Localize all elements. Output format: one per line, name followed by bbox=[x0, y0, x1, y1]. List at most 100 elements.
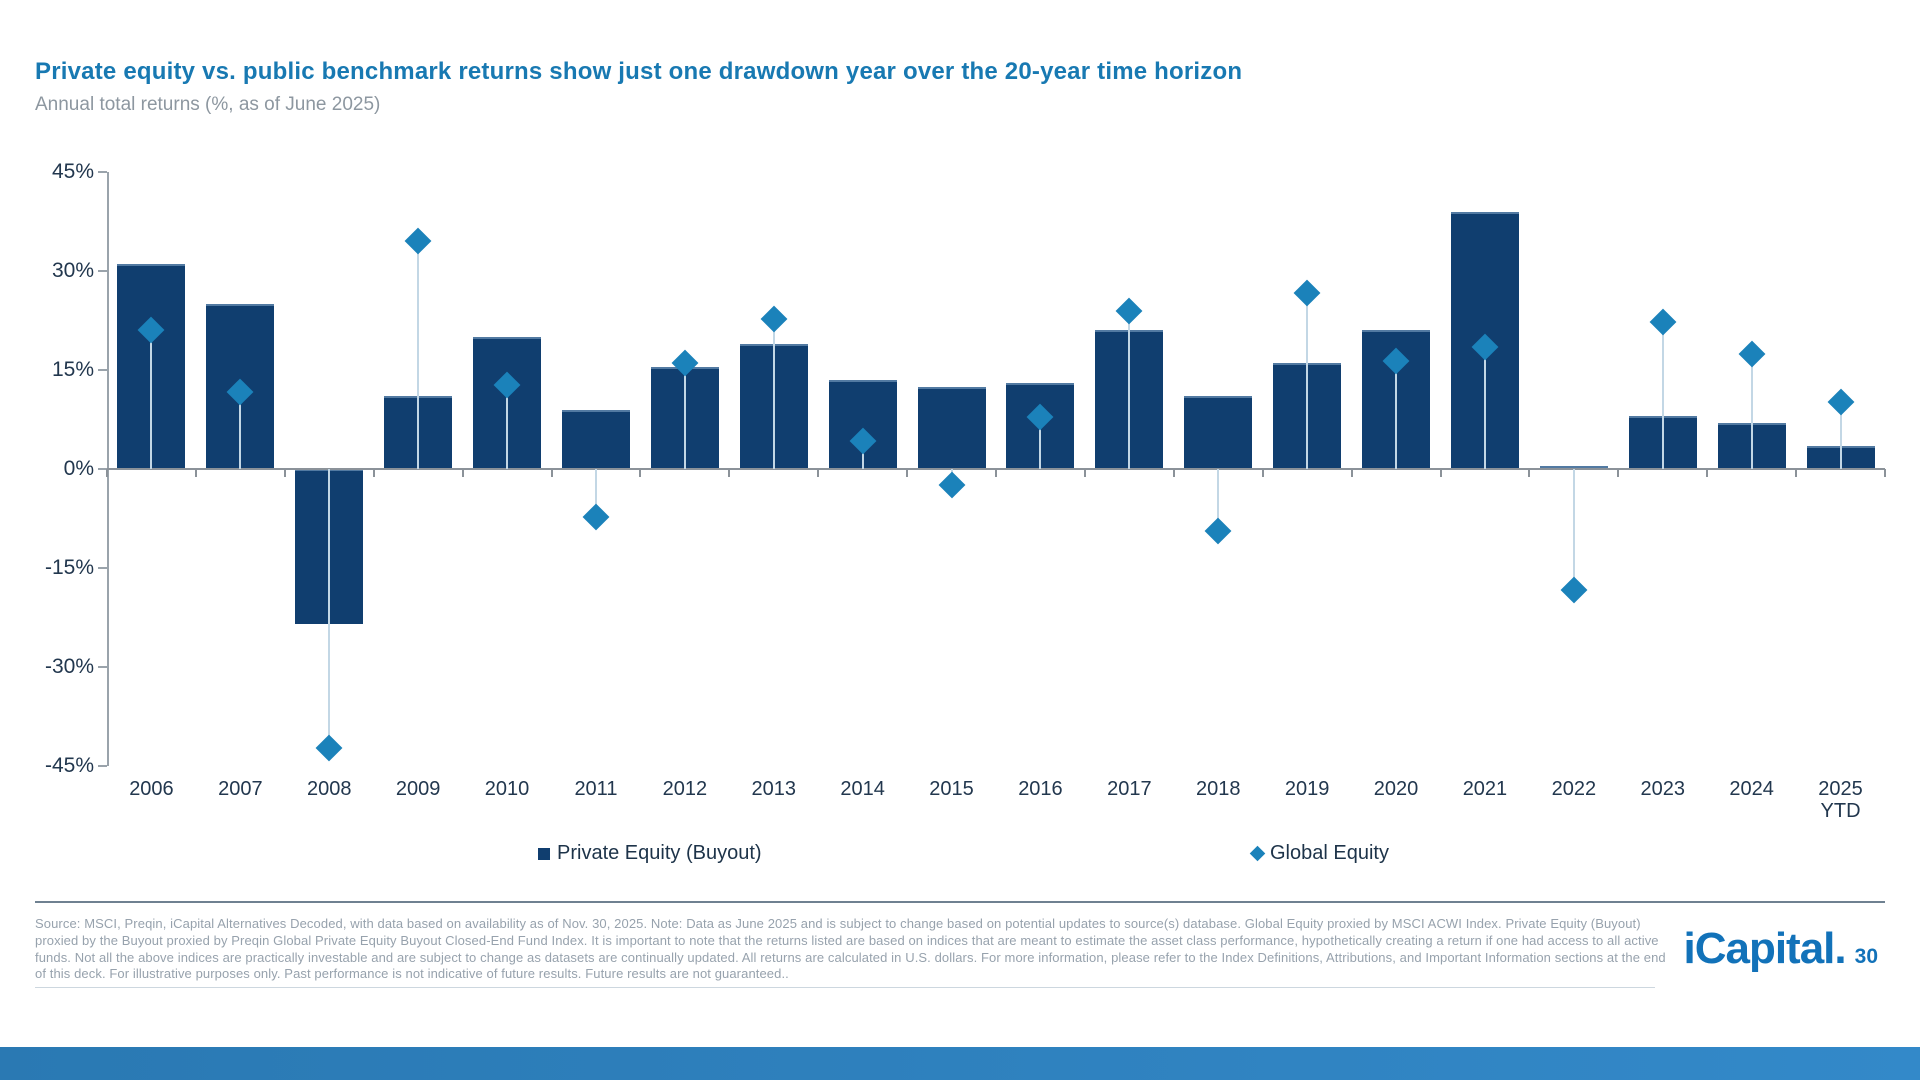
x-tick-label-line: 2010 bbox=[484, 778, 530, 800]
category-slot: 2014 bbox=[818, 172, 907, 800]
x-axis-tick bbox=[1884, 469, 1886, 477]
diamond-stem bbox=[328, 469, 331, 748]
y-tick-label: 45% bbox=[51, 160, 94, 183]
x-tick-label-line: 2024 bbox=[1729, 778, 1774, 800]
x-tick-label-line: 2021 bbox=[1462, 778, 1508, 800]
x-tick-label-line: YTD bbox=[1820, 800, 1861, 822]
y-axis-tick bbox=[98, 567, 107, 569]
diamond-stem bbox=[683, 362, 686, 469]
footer-divider bbox=[35, 901, 1885, 903]
x-axis-tick bbox=[1350, 469, 1353, 477]
x-axis-tick bbox=[550, 469, 553, 477]
x-tick-label: 2012 bbox=[640, 778, 729, 800]
category-slot: 2011 bbox=[552, 172, 641, 800]
category-slot: 2009 bbox=[374, 172, 463, 800]
x-tick-label: 2010 bbox=[463, 778, 552, 800]
y-axis-tick bbox=[98, 666, 107, 668]
x-axis-tick bbox=[1172, 469, 1175, 477]
x-tick-label: 2009 bbox=[374, 778, 463, 800]
plot-area: 45% 30% 15% 0% -15% -30% -45% 2006 2007 2008 2009 2… bbox=[45, 160, 1886, 822]
x-axis-tick bbox=[1439, 469, 1442, 477]
category-slot: 2007 bbox=[196, 172, 285, 800]
global-equity-diamond bbox=[315, 734, 343, 761]
y-axis-tick bbox=[98, 270, 107, 272]
x-tick-label-line: 2015 bbox=[929, 778, 974, 800]
x-axis-tick bbox=[1617, 469, 1620, 477]
footer-bottom-rule bbox=[35, 987, 1655, 988]
x-tick-label-line: 2007 bbox=[218, 778, 263, 800]
x-tick-label: 2014 bbox=[818, 778, 907, 800]
x-tick-label-line: 2017 bbox=[1107, 778, 1152, 800]
x-tick-label-line: 2022 bbox=[1551, 778, 1597, 800]
diamond-stem bbox=[1217, 469, 1220, 532]
y-tick-label: -30% bbox=[44, 655, 94, 678]
x-tick-label: 2007 bbox=[196, 778, 285, 800]
category-slot: 2019 bbox=[1263, 172, 1352, 800]
category-slot: 2008 bbox=[285, 172, 374, 800]
y-tick-label: -15% bbox=[44, 556, 94, 579]
global-equity-diamond bbox=[1827, 388, 1854, 416]
legend-label-global-equity: Global Equity bbox=[1270, 842, 1389, 864]
category-slot: 2018 bbox=[1174, 172, 1263, 800]
diamond-stem bbox=[772, 318, 775, 469]
global-equity-diamond bbox=[1204, 517, 1232, 545]
x-tick-label-line: 2008 bbox=[306, 778, 352, 800]
x-tick-label: 2018 bbox=[1174, 778, 1263, 800]
x-tick-label: 2021 bbox=[1441, 778, 1530, 800]
category-slot: 2017 bbox=[1085, 172, 1174, 800]
diamond-stem bbox=[1839, 402, 1842, 469]
x-axis-tick bbox=[461, 469, 464, 477]
diamond-stem bbox=[1750, 353, 1753, 469]
y-tick-label: 15% bbox=[51, 358, 94, 381]
diamond-stem bbox=[506, 385, 509, 469]
global-equity-diamond bbox=[582, 503, 610, 531]
pe-bar bbox=[561, 409, 630, 469]
global-equity-diamond bbox=[760, 305, 788, 332]
x-tick-label-line: 2014 bbox=[840, 778, 885, 800]
x-axis-tick bbox=[1795, 469, 1798, 477]
legend-label-private-equity: Private Equity (Buyout) bbox=[557, 842, 762, 864]
x-tick-label: 2016 bbox=[996, 778, 1085, 800]
x-tick-label-line: 2025 bbox=[1818, 778, 1863, 800]
x-tick-label-line: 2006 bbox=[129, 778, 174, 800]
x-axis-tick bbox=[1706, 469, 1709, 477]
x-axis-tick bbox=[817, 469, 820, 477]
x-tick-label-line: 2012 bbox=[662, 778, 708, 800]
category-slot: 2010 bbox=[463, 172, 552, 800]
diamond-stem bbox=[1661, 322, 1664, 469]
diamond-stem bbox=[1395, 361, 1398, 469]
category-slot: 2020 bbox=[1352, 172, 1441, 800]
x-tick-label: 2008 bbox=[285, 778, 374, 800]
diamond-stem bbox=[1572, 469, 1575, 591]
x-tick-label-line: 2023 bbox=[1640, 778, 1685, 800]
global-equity-diamond bbox=[1738, 340, 1766, 367]
diamond-stem bbox=[1128, 310, 1131, 469]
x-axis-tick bbox=[1083, 469, 1086, 477]
diamond-stem bbox=[594, 469, 597, 518]
y-axis-tick bbox=[98, 765, 107, 767]
global-equity-diamond bbox=[938, 471, 965, 499]
diamond-stem bbox=[417, 240, 420, 469]
x-axis-tick bbox=[728, 469, 731, 477]
diamond-stem bbox=[861, 441, 864, 469]
page-title: Private equity vs. public benchmark retu… bbox=[35, 58, 1243, 85]
icapital-logo: iCapital. bbox=[1683, 924, 1846, 973]
x-axis-tick bbox=[1528, 469, 1531, 477]
x-tick-label-line: 2011 bbox=[574, 778, 618, 800]
category-slot: 2025 YTD bbox=[1796, 172, 1885, 822]
x-axis-tick bbox=[372, 469, 375, 477]
category-slot: 2021 bbox=[1441, 172, 1530, 800]
x-tick-label-line: 2009 bbox=[395, 778, 441, 800]
diamond-stem bbox=[1039, 416, 1042, 469]
x-tick-label: 2025 YTD bbox=[1796, 778, 1885, 822]
source-disclosure-text: Source: MSCI, Preqin, iCapital Alternati… bbox=[35, 916, 1666, 982]
diamond-stem bbox=[1483, 346, 1486, 469]
legend-square-marker bbox=[538, 847, 550, 860]
global-equity-diamond bbox=[1115, 297, 1143, 325]
y-axis-tick bbox=[98, 369, 107, 371]
y-axis-tick bbox=[98, 171, 107, 173]
category-slot: 2024 bbox=[1707, 172, 1796, 800]
pe-bar bbox=[1539, 465, 1608, 469]
x-axis-tick bbox=[995, 469, 997, 477]
